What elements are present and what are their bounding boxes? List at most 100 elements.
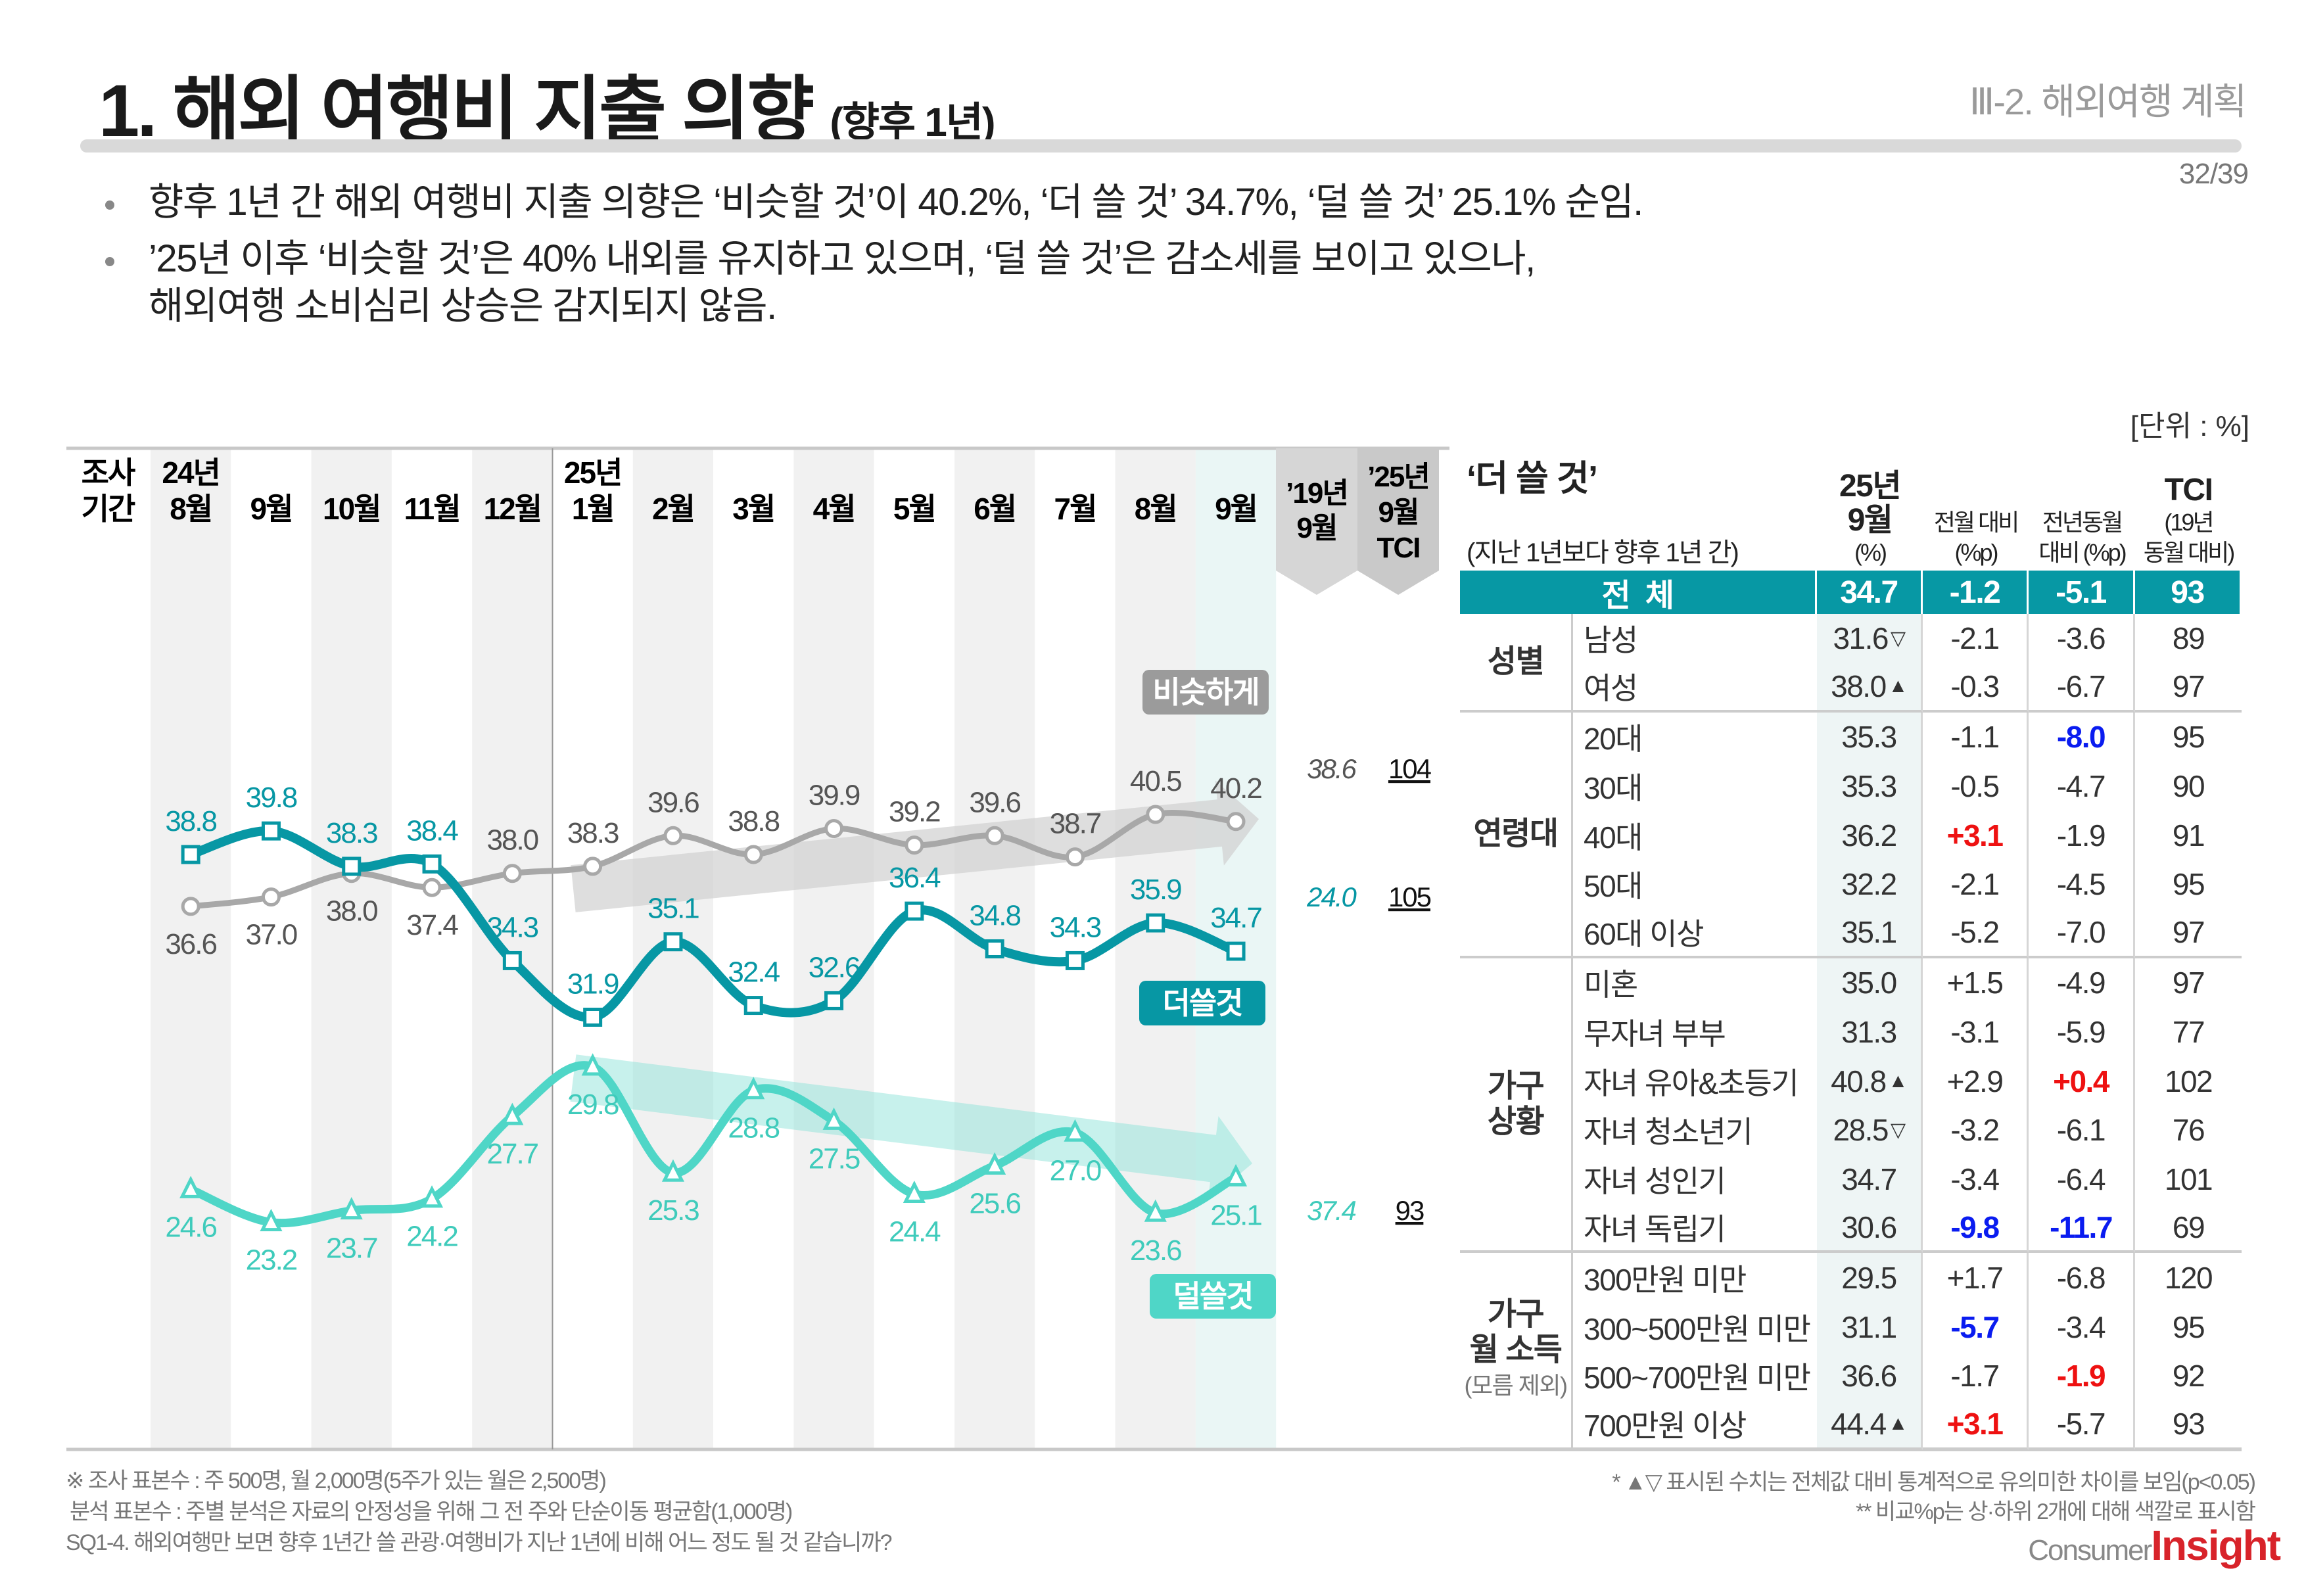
data-point-triangle — [421, 1185, 444, 1208]
data-point-circle — [502, 864, 522, 883]
total-mom-text: -1.2 — [1949, 575, 2001, 610]
column-band — [874, 448, 954, 1449]
data-label: 32.6 — [809, 951, 860, 983]
month-tick-label: 7월 — [1054, 492, 1096, 526]
row-label-text: 자녀 성인기 — [1584, 1164, 1726, 1199]
row-label-text: 60대 이상 — [1584, 917, 1704, 952]
row-mom-text: -0.3 — [1950, 669, 2000, 704]
data-label: 36.4 — [889, 862, 941, 894]
row-tci-text: 120 — [2164, 1260, 2213, 1295]
row-label: 300~500만원 미만 — [1573, 1302, 1817, 1351]
group-name: 가구 — [1487, 1296, 1545, 1332]
row-mom: -3.1 — [1923, 1007, 2029, 1057]
data-point-square — [1146, 913, 1165, 933]
col-header-value-line: 9월 — [1847, 503, 1893, 538]
row-mom: -1.7 — [1923, 1351, 2029, 1401]
group-name: 성별 — [1487, 644, 1545, 679]
tci-header: TCI — [1377, 532, 1420, 564]
row-label-text: 700만원 이상 — [1584, 1409, 1747, 1443]
row-mom: -0.3 — [1923, 663, 2029, 713]
data-label: 38.7 — [1050, 808, 1101, 840]
ref-2019-value: 24.0 — [1306, 881, 1357, 912]
data-point-circle — [743, 845, 763, 864]
row-tci-text: 97 — [2172, 915, 2205, 950]
row-value-text: 40.8 — [1831, 1064, 1887, 1098]
row-tci-text: 69 — [2172, 1209, 2205, 1244]
bullet-2: ’25년 이후 ‘비슷할 것’은 40% 내외를 유지하고 있으며, ‘덜 쓸 … — [105, 235, 1536, 283]
row-yoy: -1.9 — [2029, 810, 2135, 860]
data-point-square — [342, 857, 362, 876]
data-label: 38.3 — [567, 817, 619, 849]
month-tick-label: 10월 — [323, 492, 381, 526]
month-tick-label: 11월 — [404, 492, 460, 526]
row-mom: -3.2 — [1923, 1105, 2029, 1155]
col-header-tci-line: 동월 대비) — [2143, 539, 2235, 566]
data-point-square — [422, 854, 442, 874]
group-name: 가구 — [1487, 1068, 1545, 1104]
trend-arrow-down — [570, 1054, 1253, 1201]
data-label: 40.2 — [1210, 772, 1261, 805]
series-line-square — [186, 826, 1241, 1022]
row-yoy: -4.5 — [2029, 859, 2135, 909]
row-value-text: 35.3 — [1841, 768, 1897, 803]
total-yoy: -5.1 — [2029, 571, 2135, 614]
row-mom-text: +3.1 — [1946, 818, 2004, 853]
month-tick-label: 8월 — [1135, 492, 1177, 526]
data-label: 39.6 — [647, 786, 699, 818]
row-label: 무자녀 부부 — [1573, 1007, 1817, 1056]
row-mom-text: -9.8 — [1950, 1209, 2000, 1244]
row-yoy: -4.7 — [2029, 761, 2135, 811]
significant-down-icon: ▽ — [1890, 627, 1906, 649]
data-point-square — [663, 932, 683, 952]
column-band — [151, 448, 231, 1449]
data-point-triangle — [260, 1208, 283, 1232]
row-yoy: +0.4 — [2029, 1056, 2135, 1106]
row-label: 20대 — [1573, 713, 1817, 762]
row-tci-text: 95 — [2172, 1309, 2205, 1344]
data-point-square — [181, 845, 200, 864]
data-label: 23.2 — [246, 1244, 297, 1277]
row-tci: 90 — [2135, 761, 2242, 810]
total-value-text: 34.7 — [1840, 575, 1898, 610]
row-label-text: 30대 — [1584, 770, 1643, 805]
row-value: 34.7 — [1817, 1154, 1923, 1204]
month-tick-label: 9월 — [1215, 492, 1257, 526]
col-header-mom-line: 전월 대비 — [1933, 509, 2019, 536]
column-band — [713, 448, 794, 1449]
tci-value: 105 — [1388, 881, 1431, 912]
data-point-triangle — [581, 1053, 604, 1076]
section-label: Ⅲ-2. 해외여행 계획 — [1969, 81, 2247, 122]
row-value: 32.2 — [1817, 859, 1923, 909]
bullet-dot-icon — [105, 256, 114, 266]
bullet-text: ’25년 이후 ‘비슷할 것’은 40% 내외를 유지하고 있으며, ‘덜 쓸 … — [149, 237, 1536, 280]
data-point-square — [824, 991, 844, 1010]
col-header-mom: 전월 대비 (%p) — [1923, 448, 2029, 571]
bullet-1: 향후 1년 간 해외 여행비 지출 의향은 ‘비슷할 것’이 40.2%, ‘더… — [105, 179, 1643, 226]
year-label: 25년 — [564, 456, 622, 490]
data-label: 38.8 — [165, 805, 216, 837]
row-tci: 97 — [2135, 663, 2242, 713]
row-mom: -5.2 — [1923, 908, 2029, 958]
total-value: 34.7 — [1817, 571, 1923, 614]
table-title: ‘더 쓸 것’ — [1467, 459, 1598, 498]
row-tci: 95 — [2135, 1302, 2242, 1351]
data-point-square — [261, 821, 281, 841]
row-yoy-text: -6.7 — [2056, 669, 2106, 704]
row-label-text: 300~500만원 미만 — [1584, 1311, 1811, 1346]
data-label: 34.8 — [969, 899, 1020, 931]
logo-text-consumer: Consumer — [2028, 1534, 2152, 1566]
row-value: 38.0 ▲ — [1817, 663, 1923, 713]
series-label-box — [1142, 670, 1269, 715]
data-point-circle — [663, 826, 683, 845]
data-point-square — [1065, 951, 1085, 970]
data-label: 40.5 — [1130, 765, 1181, 797]
row-tci: 76 — [2135, 1106, 2242, 1155]
row-label: 60대 이상 — [1573, 909, 1817, 958]
row-label: 30대 — [1573, 761, 1817, 810]
row-label: 500~700만원 미만 — [1573, 1351, 1817, 1401]
row-yoy-text: -3.4 — [2056, 1309, 2106, 1344]
row-tci-text: 101 — [2164, 1162, 2213, 1197]
group-header: 성별 — [1460, 614, 1573, 713]
row-mom-text: -3.1 — [1950, 1014, 2000, 1049]
row-yoy-text: -1.9 — [2056, 1359, 2106, 1394]
